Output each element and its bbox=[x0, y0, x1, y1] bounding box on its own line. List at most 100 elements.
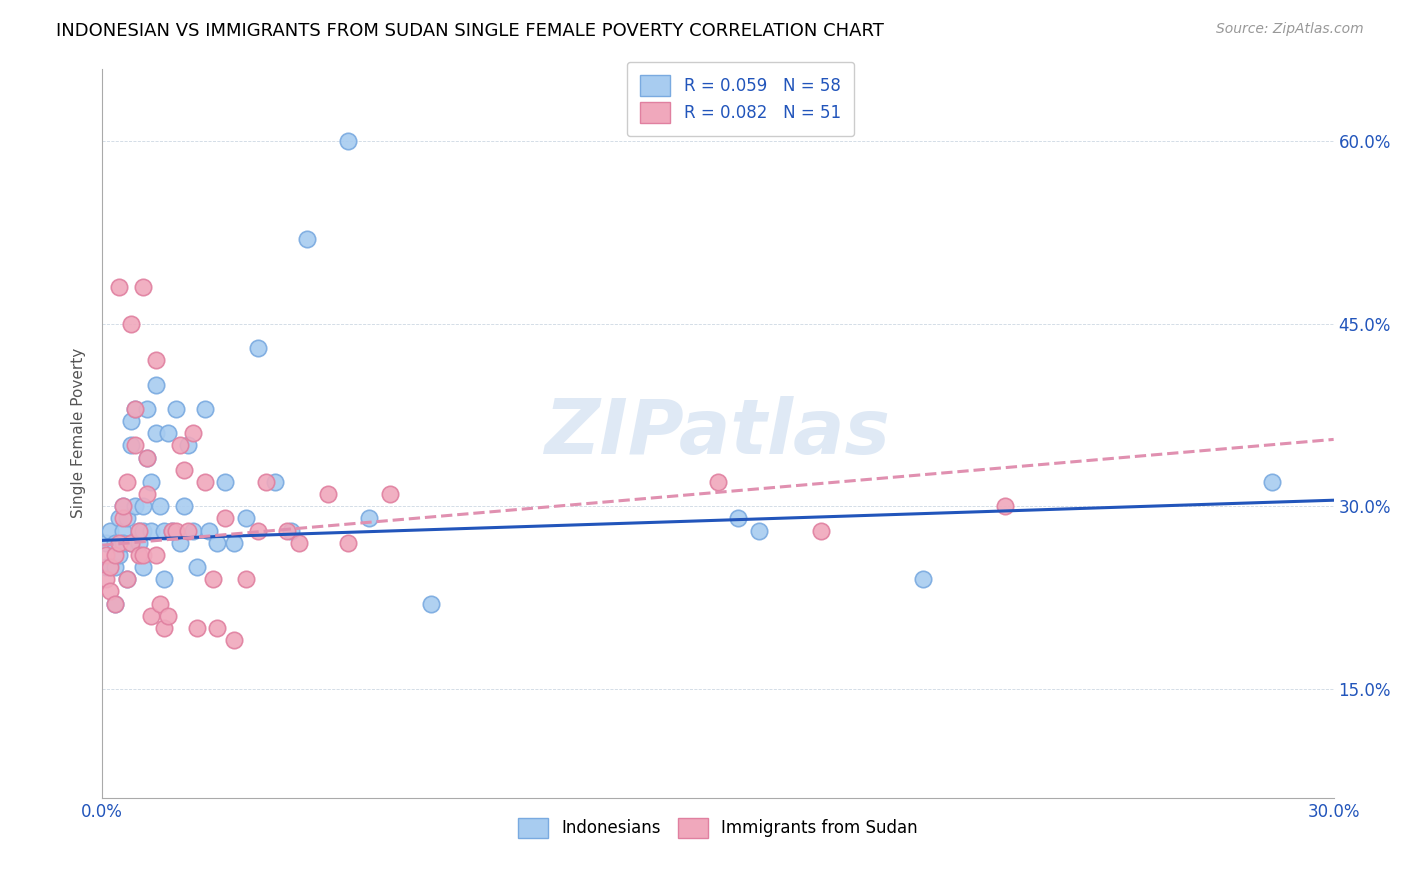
Point bbox=[136, 402, 159, 417]
Point bbox=[186, 621, 208, 635]
Point bbox=[136, 450, 159, 465]
Point bbox=[186, 560, 208, 574]
Text: ZIPatlas: ZIPatlas bbox=[546, 396, 891, 470]
Point bbox=[165, 524, 187, 538]
Point bbox=[707, 475, 730, 489]
Point bbox=[156, 426, 179, 441]
Point bbox=[727, 511, 749, 525]
Point bbox=[214, 511, 236, 525]
Point bbox=[357, 511, 380, 525]
Point bbox=[96, 572, 118, 586]
Point bbox=[128, 524, 150, 538]
Point bbox=[132, 500, 155, 514]
Point bbox=[254, 475, 277, 489]
Point bbox=[149, 500, 172, 514]
Point bbox=[152, 572, 174, 586]
Point bbox=[181, 426, 204, 441]
Point bbox=[810, 524, 832, 538]
Point bbox=[297, 232, 319, 246]
Point bbox=[280, 524, 302, 538]
Point bbox=[96, 548, 118, 562]
Point bbox=[111, 535, 134, 549]
Point bbox=[128, 535, 150, 549]
Point bbox=[103, 535, 125, 549]
Point bbox=[103, 560, 125, 574]
Point bbox=[111, 524, 134, 538]
Point bbox=[111, 500, 134, 514]
Point bbox=[145, 377, 167, 392]
Point bbox=[419, 597, 441, 611]
Point bbox=[111, 500, 134, 514]
Point bbox=[132, 548, 155, 562]
Point bbox=[994, 500, 1017, 514]
Point bbox=[160, 524, 183, 538]
Point bbox=[124, 438, 146, 452]
Point bbox=[194, 402, 217, 417]
Point bbox=[1261, 475, 1284, 489]
Point bbox=[156, 608, 179, 623]
Point bbox=[115, 511, 138, 525]
Point bbox=[169, 535, 191, 549]
Point bbox=[107, 535, 129, 549]
Point bbox=[235, 511, 257, 525]
Point bbox=[222, 535, 245, 549]
Text: INDONESIAN VS IMMIGRANTS FROM SUDAN SINGLE FEMALE POVERTY CORRELATION CHART: INDONESIAN VS IMMIGRANTS FROM SUDAN SING… bbox=[56, 22, 884, 40]
Legend: Indonesians, Immigrants from Sudan: Indonesians, Immigrants from Sudan bbox=[512, 811, 924, 845]
Point bbox=[124, 402, 146, 417]
Point bbox=[177, 438, 200, 452]
Point bbox=[103, 548, 125, 562]
Point bbox=[177, 524, 200, 538]
Point bbox=[115, 572, 138, 586]
Point bbox=[132, 560, 155, 574]
Point bbox=[115, 475, 138, 489]
Point bbox=[165, 402, 187, 417]
Point bbox=[337, 535, 360, 549]
Point bbox=[169, 438, 191, 452]
Point bbox=[132, 280, 155, 294]
Point bbox=[263, 475, 285, 489]
Point bbox=[100, 560, 122, 574]
Point bbox=[748, 524, 770, 538]
Point bbox=[276, 524, 298, 538]
Point bbox=[316, 487, 339, 501]
Point bbox=[120, 414, 142, 428]
Point bbox=[96, 535, 118, 549]
Point bbox=[145, 548, 167, 562]
Point bbox=[100, 584, 122, 599]
Point bbox=[107, 280, 129, 294]
Point bbox=[128, 524, 150, 538]
Point bbox=[136, 450, 159, 465]
Point bbox=[247, 524, 270, 538]
Point bbox=[173, 463, 195, 477]
Point bbox=[181, 524, 204, 538]
Point bbox=[145, 426, 167, 441]
Point bbox=[145, 353, 167, 368]
Point bbox=[337, 135, 360, 149]
Point bbox=[141, 524, 163, 538]
Point bbox=[288, 535, 311, 549]
Point bbox=[205, 621, 228, 635]
Point bbox=[205, 535, 228, 549]
Point bbox=[136, 487, 159, 501]
Point bbox=[235, 572, 257, 586]
Point bbox=[120, 535, 142, 549]
Point bbox=[247, 341, 270, 355]
Point bbox=[120, 535, 142, 549]
Point bbox=[141, 608, 163, 623]
Point bbox=[107, 511, 129, 525]
Point bbox=[173, 500, 195, 514]
Point bbox=[100, 524, 122, 538]
Point bbox=[96, 560, 118, 574]
Point bbox=[152, 524, 174, 538]
Point bbox=[103, 597, 125, 611]
Point bbox=[378, 487, 401, 501]
Point bbox=[214, 475, 236, 489]
Text: Source: ZipAtlas.com: Source: ZipAtlas.com bbox=[1216, 22, 1364, 37]
Point bbox=[128, 548, 150, 562]
Point bbox=[141, 475, 163, 489]
Point bbox=[100, 560, 122, 574]
Point bbox=[103, 597, 125, 611]
Point bbox=[111, 511, 134, 525]
Point bbox=[160, 524, 183, 538]
Point bbox=[152, 621, 174, 635]
